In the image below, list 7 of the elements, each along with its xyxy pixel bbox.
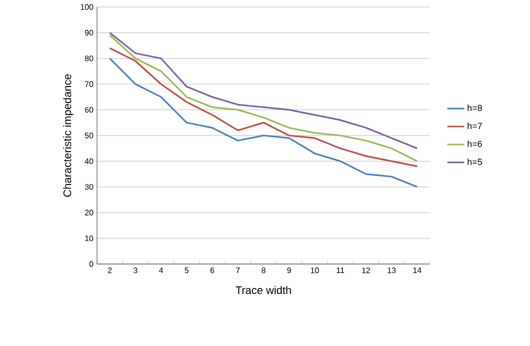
legend-label: h=8 [468,104,482,112]
legend-label: h=5 [468,158,482,166]
legend-label: h=7 [468,122,482,130]
x-axis-title: Trace width [236,286,291,294]
legend-label: h=6 [468,140,482,148]
line-series [109,58,418,188]
y-axis-title: Characteristic impedance [63,74,74,197]
